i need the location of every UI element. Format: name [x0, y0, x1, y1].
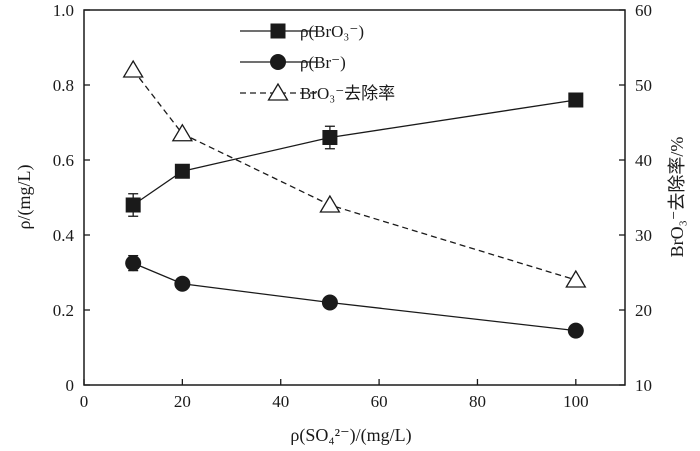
plot-frame [83, 9, 626, 386]
y2-tick-label: 30 [635, 226, 652, 245]
y-tick-label: 1.0 [53, 1, 74, 20]
series-2-line [132, 262, 576, 332]
legend-entry-3: BrO₃⁻去除率 [240, 82, 395, 103]
legend-label: ρ(Br⁻) [300, 53, 346, 72]
data-point [565, 269, 587, 288]
series-layer [122, 59, 587, 339]
y2-axis-title: BrO₃⁻去除率/% [667, 137, 687, 258]
data-point [174, 163, 190, 179]
x-tick-label: 40 [272, 392, 289, 411]
y-tick-label: 0.8 [53, 76, 74, 95]
y-tick-label: 0.2 [53, 301, 74, 320]
y-tick-label: 0.4 [53, 226, 75, 245]
y2-tick-label: 10 [635, 376, 652, 395]
y-tick-label: 0.6 [53, 151, 74, 170]
series-3-line [132, 69, 577, 281]
x-tick-label: 0 [80, 392, 89, 411]
y-tick-label: 0 [66, 376, 75, 395]
x-tick-label: 80 [469, 392, 486, 411]
legend: ρ(BrO₃⁻) ρ(Br⁻) BrO₃⁻去除率 [240, 22, 395, 103]
y-axis-title: ρ/(mg/L) [14, 165, 35, 230]
data-point [321, 294, 338, 311]
data-point [171, 123, 194, 142]
series-2 [125, 254, 584, 339]
axis-ticks: 0 20 40 60 80 100 0 0.2 0.4 0.6 0.8 1.0 10 20 30 40 50 60 [53, 1, 652, 411]
y2-tick-label: 40 [635, 151, 652, 170]
series-1-line [132, 99, 576, 206]
legend-entry-1: ρ(BrO₃⁻) [240, 22, 364, 41]
data-point [568, 92, 584, 108]
legend-entry-2: ρ(Br⁻) [240, 53, 346, 72]
data-point [319, 194, 341, 213]
data-point [125, 197, 141, 213]
series-1 [125, 92, 584, 217]
legend-marker [267, 82, 289, 101]
x-axis-title: ρ(SO₄²⁻)/(mg/L) [290, 425, 411, 446]
legend-label: BrO₃⁻去除率 [300, 84, 395, 103]
x-tick-label: 60 [371, 392, 388, 411]
y2-tick-label: 50 [635, 76, 652, 95]
data-point [122, 59, 144, 78]
legend-marker [270, 23, 286, 39]
data-point [322, 130, 338, 145]
y2-tick-label: 60 [635, 1, 652, 20]
data-point [125, 255, 142, 272]
x-tick-label: 100 [563, 392, 589, 411]
x-tick-label: 20 [174, 392, 191, 411]
y2-tick-label: 20 [635, 301, 652, 320]
legend-label: ρ(BrO₃⁻) [300, 22, 364, 41]
legend-marker [270, 54, 286, 70]
data-point [174, 275, 191, 292]
series-3 [122, 59, 587, 288]
data-point [567, 322, 584, 339]
